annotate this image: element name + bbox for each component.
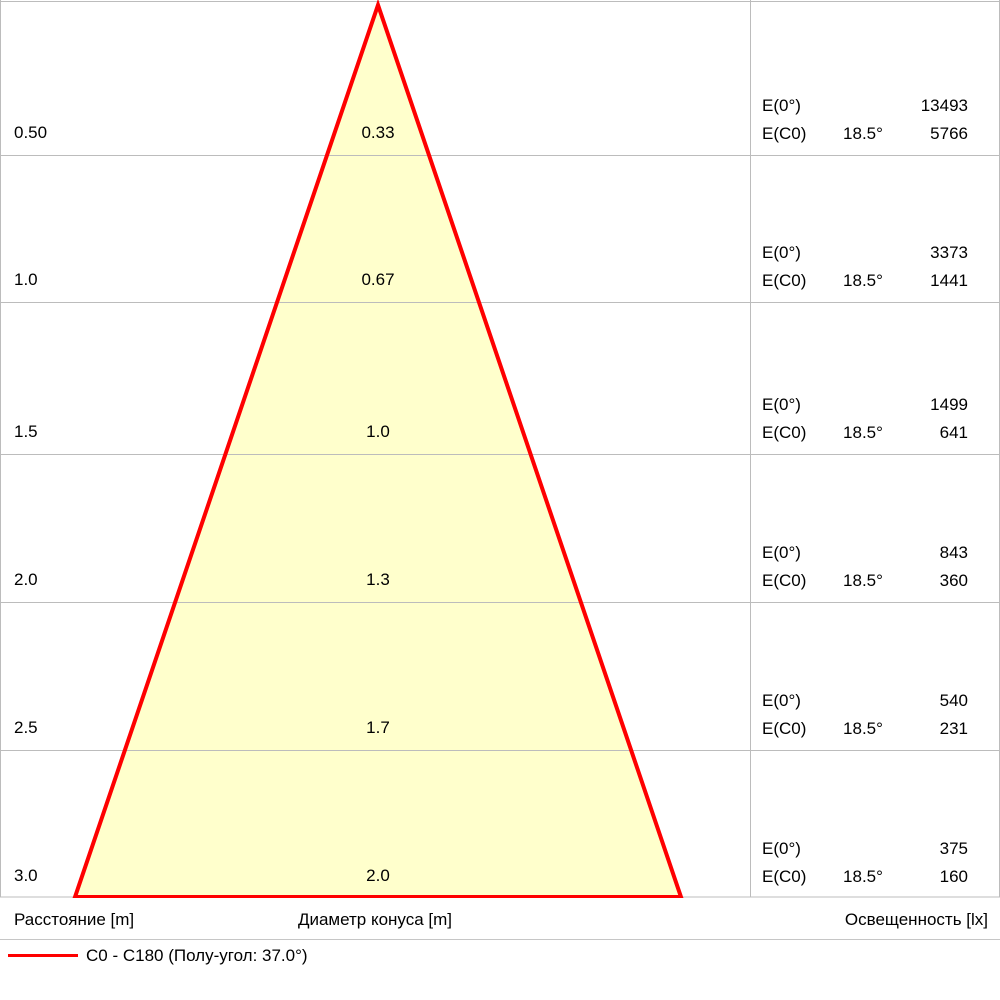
ec0-label: E(C0) — [762, 271, 807, 290]
e0-line: E(0°) 375 — [762, 835, 968, 863]
half-angle-value: 18.5° — [843, 867, 883, 886]
cone-diameter-label: 1.0 — [366, 422, 390, 441]
legend-label: C0 - C180 (Полу-угол: 37.0°) — [86, 946, 308, 965]
ec0-line: E(C0) 18.5° 360 — [762, 567, 968, 595]
e0-label: E(0°) — [762, 243, 801, 262]
illuminance-block: E(0°) 540 E(C0) 18.5° 231 — [762, 687, 968, 743]
ec0-label: E(C0) — [762, 719, 807, 738]
ec0-value: 160 — [939, 867, 968, 886]
cone-outline — [72, 0, 684, 898]
illuminance-block: E(0°) 843 E(C0) 18.5° 360 — [762, 539, 968, 595]
ec0-value: 641 — [939, 423, 968, 442]
e0-line: E(0°) 1499 — [762, 391, 968, 419]
cone-diameter-label: 2.0 — [366, 866, 390, 885]
e0-value: 3373 — [930, 243, 968, 262]
distance-label: 1.5 — [14, 422, 38, 441]
half-angle-value: 18.5° — [843, 423, 883, 442]
half-angle-value: 18.5° — [843, 271, 883, 290]
half-angle-value: 18.5° — [843, 124, 883, 143]
e0-value: 375 — [939, 839, 968, 858]
cone-diameter-label: 0.67 — [361, 270, 395, 289]
illuminance-block: E(0°) 1499 E(C0) 18.5° 641 — [762, 391, 968, 447]
spacer — [824, 687, 902, 715]
spacer — [824, 835, 902, 863]
e0-value: 843 — [939, 543, 968, 562]
distance-label: 2.5 — [14, 718, 38, 737]
spacer — [824, 391, 902, 419]
distance-label: 0.50 — [14, 123, 48, 142]
e0-line: E(0°) 843 — [762, 539, 968, 567]
cone-fill-shape — [75, 5, 681, 897]
spacer — [824, 239, 902, 267]
illuminance-block: E(0°) 375 E(C0) 18.5° 160 — [762, 835, 968, 891]
ec0-value: 1441 — [930, 271, 968, 290]
ec0-line: E(C0) 18.5° 231 — [762, 715, 968, 743]
e0-value: 540 — [939, 691, 968, 710]
illuminance-block: E(0°) 3373 E(C0) 18.5° 1441 — [762, 239, 968, 295]
distance-axis-label: Расстояние [m] — [14, 910, 135, 929]
e0-label: E(0°) — [762, 395, 801, 414]
e0-label: E(0°) — [762, 96, 801, 115]
cone-diameter-label: 1.3 — [366, 570, 390, 589]
e0-value: 13493 — [920, 96, 968, 115]
ec0-line: E(C0) 18.5° 1441 — [762, 267, 968, 295]
ec0-line: E(C0) 18.5° 160 — [762, 863, 968, 891]
ec0-line: E(C0) 18.5° 5766 — [762, 120, 968, 148]
cone-diameter-label: 0.33 — [361, 123, 395, 142]
distance-label: 3.0 — [14, 866, 38, 885]
e0-label: E(0°) — [762, 691, 801, 710]
e0-label: E(0°) — [762, 839, 801, 858]
ec0-label: E(C0) — [762, 124, 807, 143]
e0-label: E(0°) — [762, 543, 801, 562]
diameter-axis-label: Диаметр конуса [m] — [297, 910, 453, 929]
ec0-value: 5766 — [930, 124, 968, 143]
ec0-label: E(C0) — [762, 571, 807, 590]
spacer — [824, 92, 902, 120]
e0-line: E(0°) 13493 — [762, 92, 968, 120]
spacer — [824, 539, 902, 567]
ec0-value: 360 — [939, 571, 968, 590]
half-angle-value: 18.5° — [843, 719, 883, 738]
half-angle-value: 18.5° — [843, 571, 883, 590]
e0-line: E(0°) 540 — [762, 687, 968, 715]
ec0-label: E(C0) — [762, 423, 807, 442]
ec0-label: E(C0) — [762, 867, 807, 886]
ec0-line: E(C0) 18.5° 641 — [762, 419, 968, 447]
illuminance-axis-label: Освещенность [lx] — [844, 910, 988, 929]
footer-divider — [0, 939, 1000, 940]
e0-line: E(0°) 3373 — [762, 239, 968, 267]
e0-value: 1499 — [930, 395, 968, 414]
distance-label: 1.0 — [14, 270, 38, 289]
illuminance-block: E(0°) 13493 E(C0) 18.5° 5766 — [762, 92, 968, 148]
legend-color-swatch — [8, 954, 78, 957]
ec0-value: 231 — [939, 719, 968, 738]
distance-label: 2.0 — [14, 570, 38, 589]
cone-diameter-label: 1.7 — [366, 718, 390, 737]
